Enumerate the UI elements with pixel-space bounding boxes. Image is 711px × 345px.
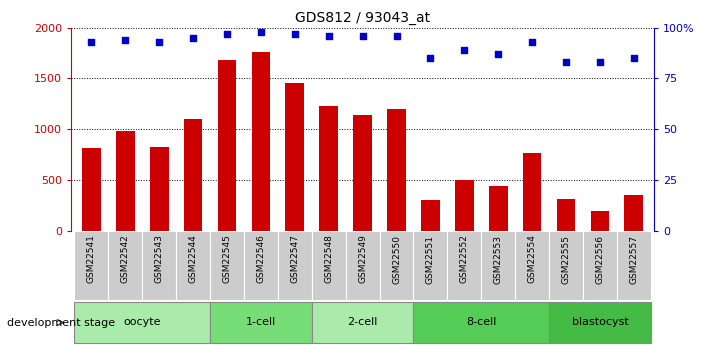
- Point: [424, 56, 436, 61]
- Bar: [624, 195, 643, 231]
- Text: GSM22548: GSM22548: [324, 235, 333, 284]
- Point: [323, 33, 334, 39]
- Text: GSM22550: GSM22550: [392, 235, 401, 284]
- Point: [459, 47, 470, 53]
- Bar: [549, 302, 651, 343]
- Bar: [549, 231, 583, 300]
- Text: GSM22547: GSM22547: [290, 235, 299, 284]
- Bar: [346, 231, 380, 300]
- Text: GSM22552: GSM22552: [460, 235, 469, 284]
- Text: GSM22543: GSM22543: [155, 235, 164, 284]
- Point: [289, 31, 301, 37]
- Bar: [142, 231, 176, 300]
- Text: GSM22545: GSM22545: [223, 235, 232, 284]
- Bar: [414, 302, 549, 343]
- Text: blastocyst: blastocyst: [572, 317, 629, 327]
- Point: [221, 31, 232, 37]
- Bar: [75, 302, 210, 343]
- Bar: [252, 52, 270, 231]
- Bar: [583, 231, 617, 300]
- Bar: [311, 302, 414, 343]
- Bar: [380, 231, 414, 300]
- Bar: [489, 186, 508, 231]
- Point: [493, 51, 504, 57]
- Bar: [286, 82, 304, 231]
- Bar: [108, 231, 142, 300]
- Text: development stage: development stage: [7, 318, 115, 327]
- Bar: [523, 153, 541, 231]
- Bar: [218, 60, 236, 231]
- Bar: [244, 231, 278, 300]
- Bar: [414, 231, 447, 300]
- Point: [86, 39, 97, 45]
- Point: [560, 59, 572, 65]
- Bar: [353, 115, 372, 231]
- Bar: [617, 231, 651, 300]
- Point: [255, 29, 267, 34]
- Point: [119, 37, 131, 42]
- Text: GSM22553: GSM22553: [493, 235, 503, 284]
- Point: [188, 35, 199, 41]
- Bar: [319, 106, 338, 231]
- Bar: [116, 131, 134, 231]
- Text: GSM22544: GSM22544: [188, 235, 198, 283]
- Point: [594, 59, 606, 65]
- Point: [357, 33, 368, 39]
- Bar: [210, 302, 311, 343]
- Text: 2-cell: 2-cell: [348, 317, 378, 327]
- Text: GSM22549: GSM22549: [358, 235, 367, 284]
- Text: GSM22554: GSM22554: [528, 235, 537, 284]
- Point: [154, 39, 165, 45]
- Point: [628, 56, 639, 61]
- Bar: [481, 231, 515, 300]
- Bar: [515, 231, 549, 300]
- Point: [391, 33, 402, 39]
- Bar: [82, 148, 101, 231]
- Bar: [447, 231, 481, 300]
- Bar: [387, 109, 406, 231]
- Bar: [150, 147, 169, 231]
- Bar: [421, 200, 439, 231]
- Bar: [311, 231, 346, 300]
- Bar: [278, 231, 311, 300]
- Text: GSM22555: GSM22555: [562, 235, 570, 284]
- Text: GSM22546: GSM22546: [257, 235, 265, 284]
- Bar: [210, 231, 244, 300]
- Bar: [75, 231, 108, 300]
- Text: 1-cell: 1-cell: [246, 317, 276, 327]
- Text: GSM22556: GSM22556: [595, 235, 604, 284]
- Bar: [455, 180, 474, 231]
- Text: oocyte: oocyte: [124, 317, 161, 327]
- Text: GSM22542: GSM22542: [121, 235, 130, 283]
- Text: GSM22551: GSM22551: [426, 235, 435, 284]
- Bar: [557, 199, 575, 231]
- Text: 8-cell: 8-cell: [466, 317, 496, 327]
- Point: [526, 39, 538, 45]
- Bar: [184, 119, 203, 231]
- Bar: [176, 231, 210, 300]
- Bar: [591, 211, 609, 231]
- Title: GDS812 / 93043_at: GDS812 / 93043_at: [295, 11, 430, 25]
- Text: GSM22541: GSM22541: [87, 235, 96, 284]
- Text: GSM22557: GSM22557: [629, 235, 638, 284]
